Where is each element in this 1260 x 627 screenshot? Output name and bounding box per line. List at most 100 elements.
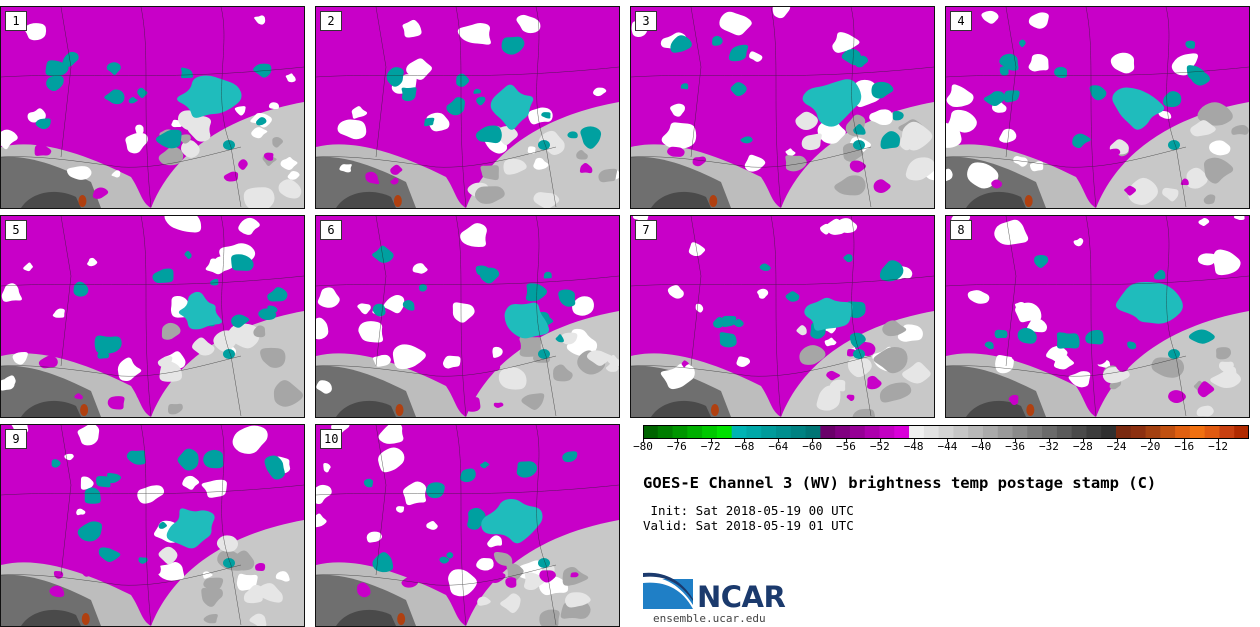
- state-boundaries: [946, 216, 1249, 417]
- wv-imagery-map: [631, 7, 934, 208]
- state-boundaries: [316, 7, 619, 208]
- colorbar-segment: [1027, 425, 1043, 439]
- colorbar-segment: [1145, 425, 1161, 439]
- colorbar-tick-label: −28: [1072, 438, 1093, 453]
- wv-imagery-map: [1, 7, 304, 208]
- colorbar-tick-label: −72: [700, 438, 721, 453]
- panel-label: 6: [320, 220, 342, 240]
- colorbar-segment: [702, 425, 718, 439]
- state-boundaries: [631, 216, 934, 417]
- colorbar-segment: [687, 425, 703, 439]
- valid-time: Valid: Sat 2018-05-19 01 UTC: [643, 518, 854, 533]
- colorbar-segment: [643, 425, 659, 439]
- colorbar-tick-label: −36: [1005, 438, 1026, 453]
- figure-title: GOES-E Channel 3 (WV) brightness temp po…: [643, 474, 1157, 492]
- wv-imagery-map: [946, 7, 1249, 208]
- colorbar-tick-label: −16: [1174, 438, 1195, 453]
- wv-imagery-map: [1, 216, 304, 417]
- state-boundaries: [1, 216, 304, 417]
- colorbar-tick-label: −48: [903, 438, 924, 453]
- colorbar-ticks: −80 −76 −72 −68 −64 −60 −56 −52 −48 −44 −40 −36 −32−…: [633, 438, 1249, 462]
- colorbar-segment: [1219, 425, 1235, 439]
- panel-label: 5: [5, 220, 27, 240]
- colorbar-tick-label: −80: [633, 438, 653, 453]
- colorbar-segment: [1086, 425, 1102, 439]
- ncar-logo: [643, 572, 693, 609]
- init-time: Init: Sat 2018-05-19 00 UTC: [643, 503, 854, 518]
- member-panel-1: 1: [0, 6, 305, 209]
- member-panel-6: 6: [315, 215, 620, 418]
- panel-label: 10: [320, 429, 343, 449]
- wv-imagery-map: [316, 425, 619, 626]
- colorbar-tick-label: −20: [1140, 438, 1161, 453]
- colorbar-segment: [805, 425, 821, 439]
- panel-label: 3: [635, 11, 657, 31]
- colorbar-tick-label: −64: [768, 438, 789, 453]
- member-panel-3: 3: [630, 6, 935, 209]
- colorbar-segment: [776, 425, 792, 439]
- colorbar-segment: [1012, 425, 1028, 439]
- state-boundaries: [1, 7, 304, 208]
- colorbar-segment: [864, 425, 881, 439]
- colorbar-segment: [1234, 425, 1249, 439]
- colorbar-segment: [879, 425, 895, 439]
- panel-label: 9: [5, 429, 27, 449]
- colorbar-tick-label: −60: [802, 438, 823, 453]
- colorbar-segment: [746, 425, 762, 439]
- state-boundaries: [316, 216, 619, 417]
- colorbar-segment: [1130, 425, 1147, 439]
- colorbar-segment: [1175, 425, 1191, 439]
- colorbar-segment: [909, 425, 925, 439]
- wv-imagery-map: [946, 216, 1249, 417]
- colorbar-segment: [1056, 425, 1073, 439]
- colorbar-segment: [1189, 425, 1206, 439]
- colorbar-segment: [849, 425, 866, 439]
- colorbar-segment: [1115, 425, 1132, 439]
- website-link: ensemble.ucar.edu: [653, 612, 766, 625]
- member-panel-10: 10: [315, 424, 620, 627]
- colorbar-segment: [1160, 425, 1176, 439]
- colorbar-segment: [894, 425, 910, 439]
- colorbar-segment: [761, 425, 777, 439]
- colorbar-tick-label: −24: [1106, 438, 1127, 453]
- colorbar-tick-label: −12: [1208, 438, 1229, 453]
- panel-label: 1: [5, 11, 27, 31]
- colorbar-tick-label: −56: [836, 438, 856, 453]
- ncar-logo-text: NCAR: [697, 580, 786, 614]
- colorbar-tick-label: −32: [1039, 438, 1059, 453]
- colorbar-segment: [923, 425, 940, 439]
- member-panel-9: 9: [0, 424, 305, 627]
- colorbar-segment: [820, 425, 836, 439]
- colorbar-segment: [1071, 425, 1088, 439]
- colorbar-tick-label: −44: [937, 438, 958, 453]
- wv-imagery-map: [316, 7, 619, 208]
- member-panel-2: 2: [315, 6, 620, 209]
- panel-label: 2: [320, 11, 342, 31]
- colorbar-segment: [672, 425, 688, 439]
- state-boundaries: [316, 425, 619, 626]
- colorbar-segment: [716, 425, 733, 439]
- wv-imagery-map: [1, 425, 304, 626]
- state-boundaries: [946, 7, 1249, 208]
- member-panel-5: 5: [0, 215, 305, 418]
- colorbar-segment: [1101, 425, 1117, 439]
- panel-label: 8: [950, 220, 972, 240]
- panel-label: 4: [950, 11, 972, 31]
- colorbar-tick-label: −52: [869, 438, 890, 453]
- colorbar-tick-label: −68: [734, 438, 755, 453]
- colorbar-segment: [938, 425, 954, 439]
- colorbar-tick-label: −40: [971, 438, 992, 453]
- colorbar-border: [643, 425, 1249, 439]
- state-boundaries: [631, 7, 934, 208]
- colorbar-segment: [1204, 425, 1221, 439]
- colorbar-segment: [1042, 425, 1058, 439]
- colorbar-segment: [657, 425, 674, 439]
- colorbar-segment: [953, 425, 969, 439]
- colorbar: [643, 425, 1249, 439]
- colorbar-tick-label: −76: [666, 438, 687, 453]
- member-panel-8: 8: [945, 215, 1250, 418]
- wv-imagery-map: [316, 216, 619, 417]
- colorbar-segment: [997, 425, 1014, 439]
- colorbar-segment: [982, 425, 999, 439]
- colorbar-segment: [968, 425, 984, 439]
